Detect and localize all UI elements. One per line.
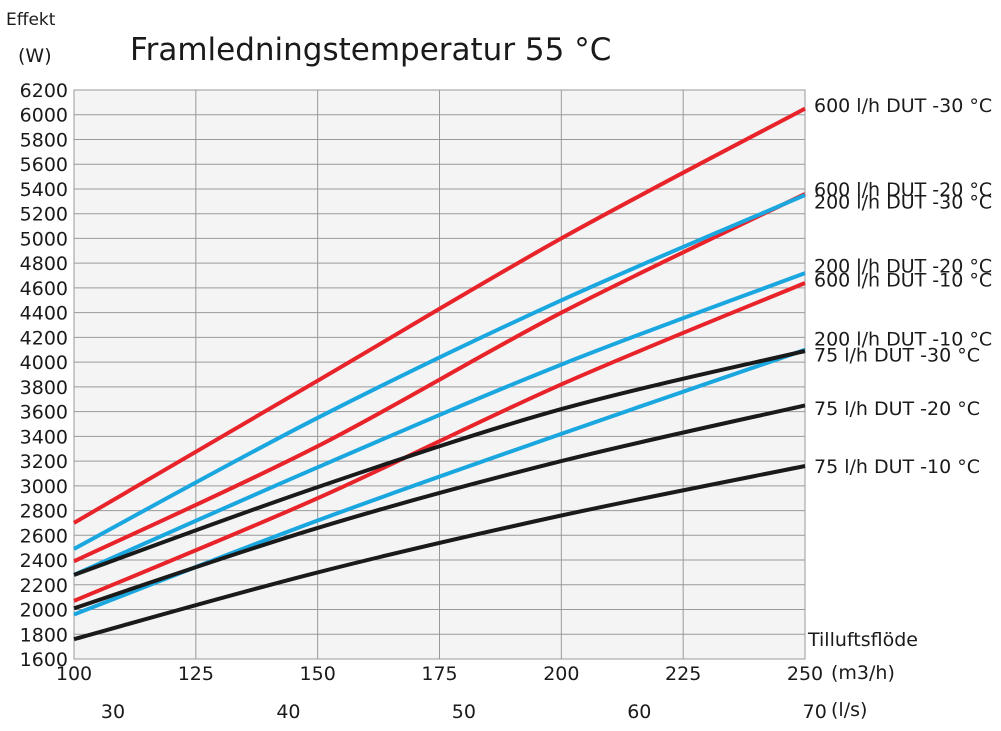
series-label-7: 75 l/h DUT -30 °C: [814, 345, 980, 367]
x-tick-label: 175: [421, 663, 457, 685]
x2-tick-label: 40: [276, 701, 300, 723]
series-label-6: 200 l/h DUT -10 °C: [814, 329, 992, 351]
y-tick-label: 3600: [20, 402, 68, 424]
y-tick-label: 2200: [20, 575, 68, 597]
chart-title: Framledningstemperatur 55 °C: [130, 32, 611, 68]
y-tick-label: 5800: [20, 129, 68, 151]
series-line-1: [72, 106, 806, 525]
y-tick-label: 4600: [20, 278, 68, 300]
x-tick-label: 125: [178, 663, 214, 685]
y-tick-label: 6000: [20, 105, 68, 127]
x-tick-label: 225: [665, 663, 701, 685]
x-tick-label: 100: [56, 663, 92, 685]
y-tick-label: 3000: [20, 476, 68, 498]
y-tick-label: 3200: [20, 451, 68, 473]
series-line-5: [73, 271, 806, 577]
y-tick-label: 4000: [20, 352, 68, 374]
y-tick-label: 5600: [20, 154, 68, 176]
x2-tick-label: 60: [627, 701, 651, 723]
y-tick-label: 5200: [20, 204, 68, 226]
y-axis-label: Effekt: [6, 10, 56, 30]
series-line-9: [73, 464, 806, 642]
y-tick-label: 3400: [20, 426, 68, 448]
grid: [73, 89, 806, 660]
series-label-9: 75 l/h DUT -10 °C: [814, 456, 980, 478]
x-axis-label: Tilluftsflöde: [807, 629, 918, 651]
series-label-8: 75 l/h DUT -20 °C: [814, 398, 980, 420]
y-tick-label: 4200: [20, 327, 68, 349]
y-tick-label: 2600: [20, 525, 68, 547]
x-tick-label: 250: [787, 663, 823, 685]
series-line-8: [73, 403, 806, 611]
x2-axis-unit: (l/s): [831, 699, 867, 721]
series-label-3: 200 l/h DUT -30 °C: [814, 191, 992, 213]
series-line-3: [73, 281, 806, 603]
series-line-2: [73, 192, 806, 564]
y-tick-label: 2400: [20, 550, 68, 572]
y-tick-label: 6200: [20, 80, 68, 102]
x2-tick-label: 70: [803, 701, 827, 723]
x2-tick-label: 30: [101, 701, 125, 723]
series-lines: [72, 106, 806, 642]
y-tick-label: 2800: [20, 501, 68, 523]
y-tick-label: 5400: [20, 179, 68, 201]
series-label-4: 200 l/h DUT -20 °C: [814, 256, 992, 278]
x-axis-unit: (m3/h): [831, 662, 895, 684]
y-tick-label: 4800: [20, 253, 68, 275]
y-tick-label: 1600: [20, 649, 68, 671]
y-tick-label: 4400: [20, 303, 68, 325]
x-tick-label: 200: [543, 663, 579, 685]
x2-ticks: 30 40 50 60 70: [101, 701, 827, 723]
x-tick-label: 150: [300, 663, 336, 685]
series-label-2: 600 l/h DUT -20 °C: [814, 179, 992, 201]
y-axis-unit: (W): [18, 45, 52, 67]
y-tick-label: 3800: [20, 377, 68, 399]
y-tick-label: 5000: [20, 228, 68, 250]
x2-tick-label: 50: [452, 701, 476, 723]
series-line-4: [73, 193, 806, 551]
series-label-1: 600 l/h DUT -30 °C: [814, 95, 992, 117]
y-tick-label: 2000: [20, 600, 68, 622]
y-tick-label: 1800: [20, 624, 68, 646]
series-label-5: 600 l/h DUT -10 °C: [814, 269, 992, 291]
series-line-7: [73, 349, 806, 577]
y-ticks: 1600180020002200240026002800300032003400…: [20, 80, 68, 671]
x-ticks: 100 125 150 175 200 225 250: [56, 663, 823, 685]
